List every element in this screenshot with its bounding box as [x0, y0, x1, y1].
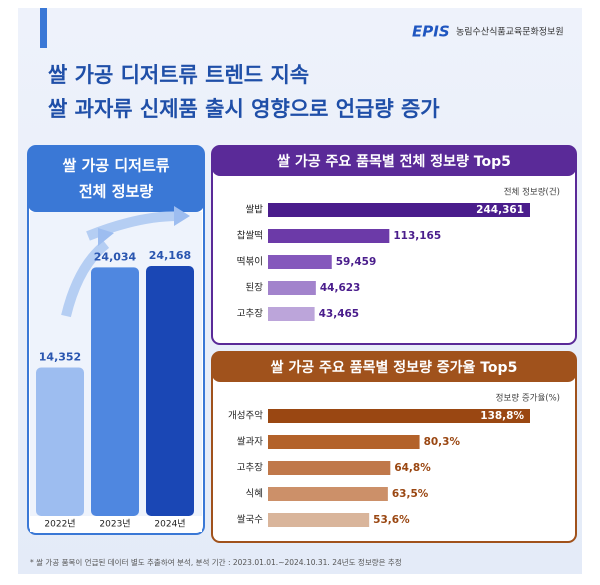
bar — [268, 461, 391, 475]
panel-header — [212, 146, 576, 176]
y-tick-label: 식혜 — [246, 488, 263, 500]
bar — [268, 255, 332, 269]
value-label: 24,168 — [149, 249, 191, 262]
arrow — [61, 240, 110, 318]
bar — [268, 307, 315, 321]
value-label: 244,361 — [476, 204, 524, 216]
label-strip — [30, 516, 202, 532]
value-label: 138,8% — [480, 410, 524, 422]
value-label: 14,352 — [39, 351, 81, 364]
y-tick-label: 개성주악 — [228, 410, 263, 422]
footnote: * 쌀 가공 품목이 언급된 데이터 별도 추출하여 분석, 분석 기간 : 2… — [30, 557, 402, 567]
arrow — [86, 211, 179, 241]
value-label: 44,623 — [320, 282, 361, 294]
panel-title: 쌀 가공 디저트류 — [62, 157, 169, 175]
value-label: 59,459 — [336, 256, 377, 268]
bar — [91, 267, 139, 516]
unit-label: 정보량 증가율(%) — [496, 393, 560, 404]
panel-header — [28, 146, 204, 212]
value-label: 80,3% — [424, 436, 461, 448]
value-label: 24,034 — [94, 250, 137, 263]
bar — [268, 229, 390, 243]
y-tick-label: 쌀과자 — [237, 437, 263, 448]
bar — [268, 513, 370, 527]
x-tick-label: 2023년 — [99, 519, 130, 530]
value-label: 113,165 — [393, 230, 441, 242]
x-tick-label: 2024년 — [154, 519, 185, 530]
panel-title: 쌀 가공 주요 품목별 전체 정보량 Top5 — [277, 153, 511, 170]
unit-label: 전체 정보량(건) — [504, 187, 560, 198]
bar — [268, 409, 530, 423]
title-line: 쌀 과자류 신제품 출시 영향으로 언급량 증가 — [48, 97, 440, 121]
bar — [268, 203, 530, 217]
bar — [268, 281, 316, 295]
x-tick-label: 2022년 — [44, 519, 75, 530]
logo: EPIS — [412, 23, 450, 41]
bar — [146, 266, 194, 516]
org-name: 농림수산식품교육문화정보원 — [456, 26, 564, 38]
panel-title: 전체 정보량 — [79, 183, 153, 201]
y-tick-label: 쌀밥 — [246, 205, 264, 216]
bar — [36, 367, 84, 516]
value-label: 43,465 — [319, 308, 360, 320]
value-label: 53,6% — [373, 514, 410, 526]
y-tick-label: 고추장 — [237, 463, 263, 474]
y-tick-label: 떡볶이 — [237, 257, 263, 268]
panel-header — [212, 352, 576, 382]
bar — [268, 435, 420, 449]
title-line: 쌀 가공 디저트류 트렌드 지속 — [48, 63, 309, 87]
bar — [268, 487, 388, 501]
y-tick-label: 찹쌀떡 — [237, 231, 263, 242]
y-tick-label: 쌀국수 — [237, 515, 263, 526]
arrow — [174, 206, 190, 226]
panel-title: 쌀 가공 주요 품목별 정보량 증가율 Top5 — [271, 359, 518, 376]
accent-bar — [40, 8, 47, 48]
value-label: 64,8% — [394, 462, 431, 474]
value-label: 63,5% — [392, 488, 429, 500]
y-tick-label: 된장 — [246, 282, 264, 294]
y-tick-label: 고추장 — [237, 309, 263, 320]
